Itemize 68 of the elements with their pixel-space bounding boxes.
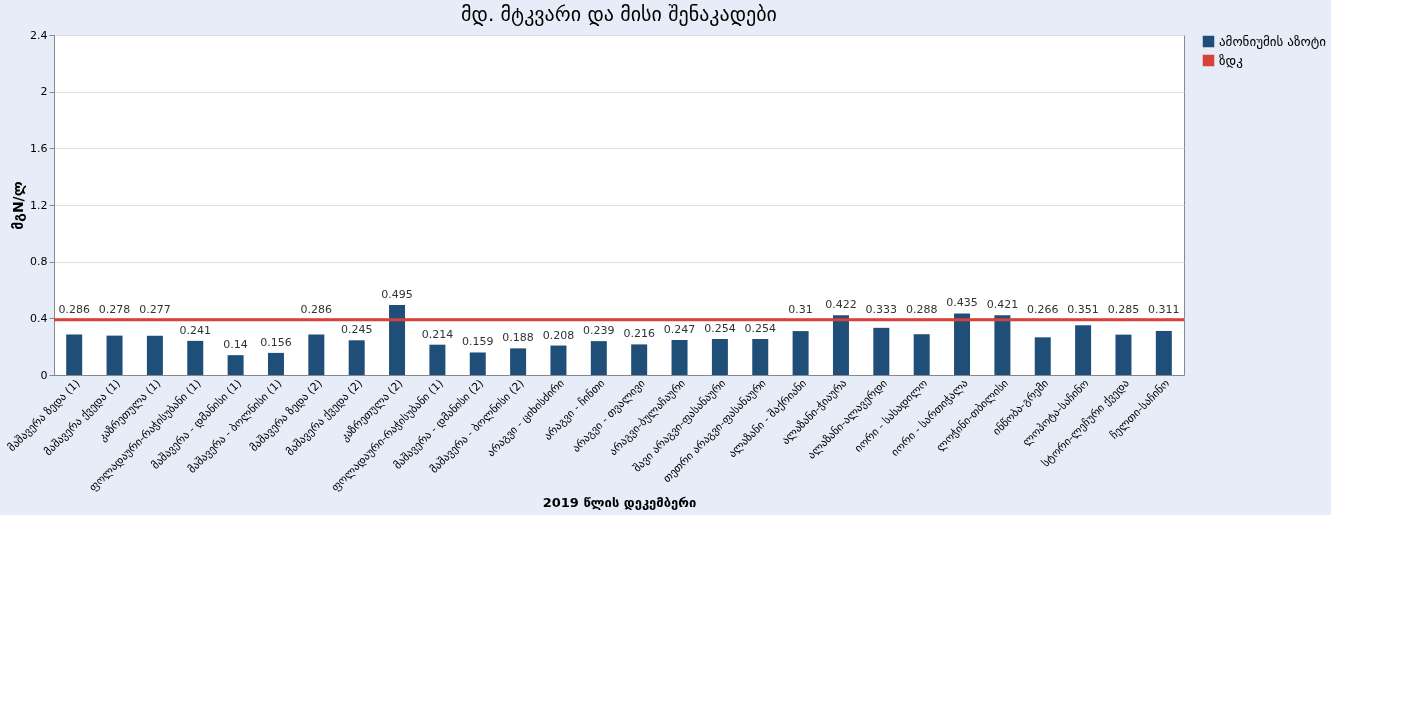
data-label: 0.214 xyxy=(421,327,454,341)
bar xyxy=(267,352,284,375)
data-label: 0.421 xyxy=(986,298,1019,312)
data-label: 0.14 xyxy=(223,338,248,352)
y-tick-label: 0.4 xyxy=(30,311,48,325)
data-label: 0.495 xyxy=(381,287,413,301)
y-tick-label: 2 xyxy=(40,85,48,99)
legend-label: ამონიუმის აზოტი xyxy=(1219,33,1327,49)
y-tick-label: 0.8 xyxy=(30,255,48,269)
y-tick-label: 0 xyxy=(40,368,48,382)
bar xyxy=(711,339,728,375)
bar xyxy=(550,345,567,375)
data-label: 0.277 xyxy=(139,302,171,316)
bar xyxy=(913,334,930,375)
data-label: 0.31 xyxy=(788,302,813,316)
chart-title: მდ. მტკვარი და მისი შენაკადები xyxy=(461,2,777,26)
y-tick-label: 2.4 xyxy=(30,28,48,42)
y-tick-label: 1.2 xyxy=(30,198,48,212)
data-label: 0.156 xyxy=(260,335,292,349)
bar xyxy=(187,340,204,375)
bar xyxy=(308,334,325,375)
bar xyxy=(469,352,486,375)
bar xyxy=(954,313,971,375)
data-label: 0.266 xyxy=(1027,302,1059,316)
data-label: 0.285 xyxy=(1107,302,1140,316)
bar xyxy=(631,344,648,375)
bar xyxy=(590,341,607,375)
bar xyxy=(389,304,406,375)
data-label: 0.247 xyxy=(663,323,696,337)
data-label: 0.208 xyxy=(542,328,575,342)
data-label: 0.278 xyxy=(98,302,131,316)
bar xyxy=(1075,325,1092,375)
bar xyxy=(227,355,244,375)
data-label: 0.288 xyxy=(905,302,938,316)
bar xyxy=(146,335,163,375)
bar xyxy=(792,331,809,375)
legend-label: ზდკ xyxy=(1219,52,1243,68)
bar xyxy=(348,340,365,375)
bar xyxy=(510,348,527,375)
bar xyxy=(66,334,83,375)
bar xyxy=(1115,334,1132,375)
data-label: 0.435 xyxy=(946,296,978,310)
data-label: 0.286 xyxy=(58,302,90,316)
bar xyxy=(752,339,769,375)
data-label: 0.351 xyxy=(1067,302,1099,316)
bar xyxy=(1034,337,1051,375)
data-label: 0.311 xyxy=(1148,302,1180,316)
bar xyxy=(994,315,1011,375)
data-label: 0.216 xyxy=(623,327,655,341)
data-label: 0.188 xyxy=(502,331,534,345)
bar xyxy=(671,340,688,375)
data-label: 0.422 xyxy=(825,298,857,312)
data-label: 0.241 xyxy=(179,323,211,337)
data-label: 0.245 xyxy=(340,323,373,337)
data-label: 0.254 xyxy=(704,322,736,336)
data-label: 0.333 xyxy=(865,302,898,316)
data-label: 0.159 xyxy=(462,335,494,349)
data-label: 0.239 xyxy=(583,324,615,338)
y-tick-label: 1.6 xyxy=(30,141,48,155)
data-label: 0.286 xyxy=(300,302,333,316)
bar xyxy=(1155,330,1172,375)
bar xyxy=(832,315,849,375)
bar xyxy=(429,344,446,375)
y-axis-title: მგN/ლ xyxy=(10,181,27,230)
data-label: 0.254 xyxy=(744,322,776,336)
bar xyxy=(106,335,123,375)
x-axis-title: 2019 წლის დეკემბერი xyxy=(542,495,697,511)
bar xyxy=(873,327,890,375)
